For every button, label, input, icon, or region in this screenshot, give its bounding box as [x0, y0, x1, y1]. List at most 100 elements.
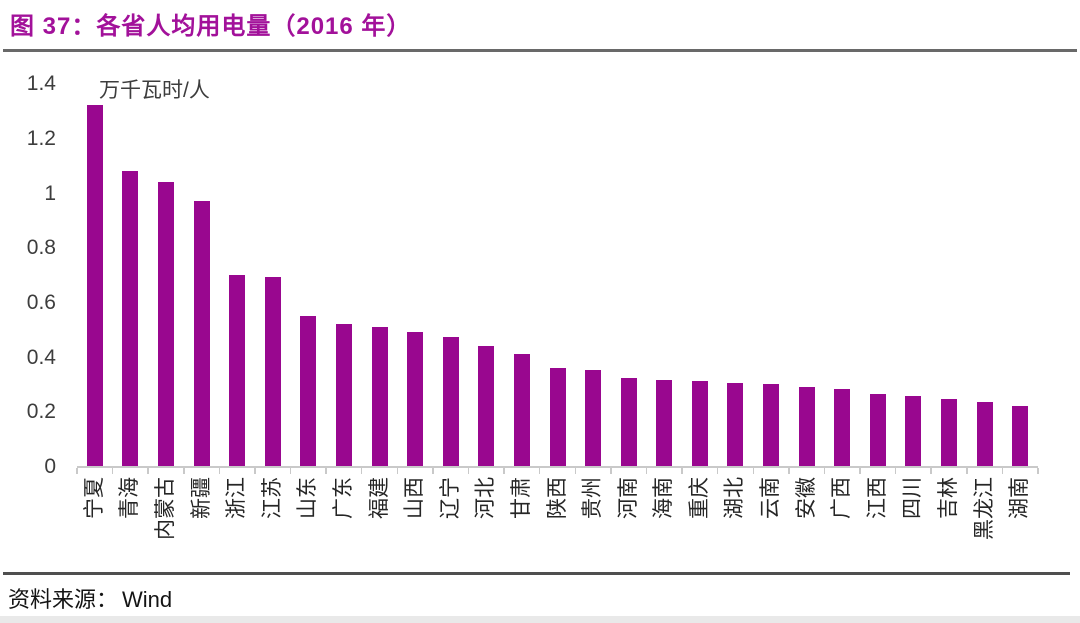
x-axis-tick: [716, 468, 719, 474]
figure-title: 图 37：各省人均用电量（2016 年）: [10, 13, 412, 40]
x-axis-label-text: 贵州: [581, 477, 605, 519]
x-axis-label-text: 山东: [296, 477, 320, 519]
bar-新疆: [193, 201, 210, 466]
x-axis-label: 河南: [611, 477, 647, 582]
x-axis-label-text: 广西: [830, 477, 854, 519]
x-axis-tick: [218, 468, 221, 474]
x-axis-label: 山东: [291, 477, 327, 582]
data-source-label: 资料来源：: [8, 587, 119, 612]
title-divider: [3, 49, 1077, 52]
x-axis-label: 吉林: [931, 477, 967, 582]
x-axis-label-text: 黑龙江: [972, 477, 996, 540]
x-axis-label: 山西: [397, 477, 433, 582]
x-axis-tick: [147, 468, 149, 474]
bar-陕西: [549, 368, 566, 466]
y-axis-unit-label: 万千瓦时/人: [99, 79, 210, 102]
y-tick-label: 0.6: [26, 290, 56, 314]
bar-江西: [869, 394, 886, 466]
x-axis-tick: [467, 468, 470, 474]
bar-山东: [300, 316, 317, 466]
x-axis-tick: [1037, 468, 1039, 474]
x-axis-label: 海南: [646, 477, 682, 582]
x-axis-label: 广东: [326, 477, 362, 582]
x-axis-label-text: 内蒙古: [153, 477, 177, 540]
bar-浙江: [229, 275, 246, 466]
x-axis-label: 内蒙古: [148, 477, 184, 582]
bar-重庆: [691, 381, 708, 466]
x-axis-tick: [966, 468, 968, 474]
bar-内蒙古: [157, 182, 174, 466]
x-axis-label-text: 安徽: [794, 477, 818, 519]
x-axis-label: 安徽: [789, 477, 825, 582]
x-axis-tick: [254, 468, 256, 474]
x-axis-label-text: 湖北: [723, 477, 747, 519]
x-axis-tick: [894, 468, 897, 474]
x-axis-label: 陕西: [540, 477, 576, 582]
x-axis-tick: [859, 468, 861, 474]
bar-甘肃: [513, 354, 530, 466]
x-axis-label-text: 重庆: [687, 477, 711, 519]
x-axis-label: 宁夏: [77, 477, 113, 582]
y-tick-label: 1.4: [26, 72, 56, 96]
x-axis-tick: [788, 468, 790, 474]
x-axis-tick: [538, 468, 541, 474]
x-axis-label: 浙江: [219, 477, 255, 582]
page-bottom-strip: [0, 616, 1080, 623]
x-axis-label-text: 江苏: [260, 477, 284, 519]
x-axis-label: 黑龙江: [967, 477, 1003, 582]
x-axis-tick: [183, 468, 185, 474]
bar-河北: [478, 346, 495, 466]
x-axis-tick: [432, 468, 434, 474]
x-axis-label: 新疆: [184, 477, 220, 582]
x-axis-tick: [360, 468, 363, 474]
x-axis-label: 广西: [824, 477, 860, 582]
x-axis-label-text: 陕西: [545, 477, 569, 519]
bar-福建: [371, 327, 388, 466]
bar-云南: [763, 384, 780, 466]
y-tick-label: 1: [44, 181, 56, 205]
y-tick-label: 1.2: [26, 126, 56, 150]
y-tick-label: 0.4: [26, 345, 56, 369]
x-axis-label: 青海: [113, 477, 149, 582]
x-axis-label-text: 甘肃: [509, 477, 533, 519]
x-axis-tick: [823, 468, 826, 474]
x-axis-label: 河北: [469, 477, 505, 582]
x-axis-label: 四川: [896, 477, 932, 582]
x-axis-tick: [1001, 468, 1004, 474]
x-axis-label: 湖南: [1002, 477, 1038, 582]
data-source: 资料来源： Wind: [8, 582, 172, 614]
bar-广西: [834, 389, 851, 466]
bar-辽宁: [442, 337, 459, 466]
x-axis-label-text: 新疆: [189, 477, 213, 519]
bar-河南: [620, 378, 637, 466]
bar-宁夏: [86, 105, 103, 466]
x-axis-label-text: 辽宁: [438, 477, 462, 519]
x-axis-tick: [325, 468, 327, 474]
bar-安徽: [798, 387, 815, 466]
x-axis-label: 江西: [860, 477, 896, 582]
x-axis-label-text: 福建: [367, 477, 391, 519]
x-axis-label-text: 河北: [474, 477, 498, 519]
x-axis-label-text: 广东: [331, 477, 355, 519]
x-axis-label-text: 江西: [865, 477, 889, 519]
x-axis-label-text: 云南: [759, 477, 783, 519]
x-axis-tick: [681, 468, 683, 474]
x-axis-label: 云南: [753, 477, 789, 582]
x-axis-tick: [503, 468, 505, 474]
bar-贵州: [585, 370, 602, 466]
bar-湖北: [727, 383, 744, 466]
x-axis-tick: [752, 468, 754, 474]
x-axis-label: 重庆: [682, 477, 718, 582]
x-axis-tick: [930, 468, 932, 474]
x-axis-label-text: 湖南: [1008, 477, 1032, 519]
bar-吉林: [941, 399, 958, 466]
x-axis-label: 甘肃: [504, 477, 540, 582]
bar-湖南: [1012, 406, 1029, 466]
data-source-name: Wind: [122, 587, 173, 612]
x-axis-label: 福建: [362, 477, 398, 582]
y-tick-label: 0.8: [26, 236, 56, 260]
x-axis-label: 江苏: [255, 477, 291, 582]
x-axis-tick: [574, 468, 577, 474]
x-axis-tick: [645, 468, 648, 474]
